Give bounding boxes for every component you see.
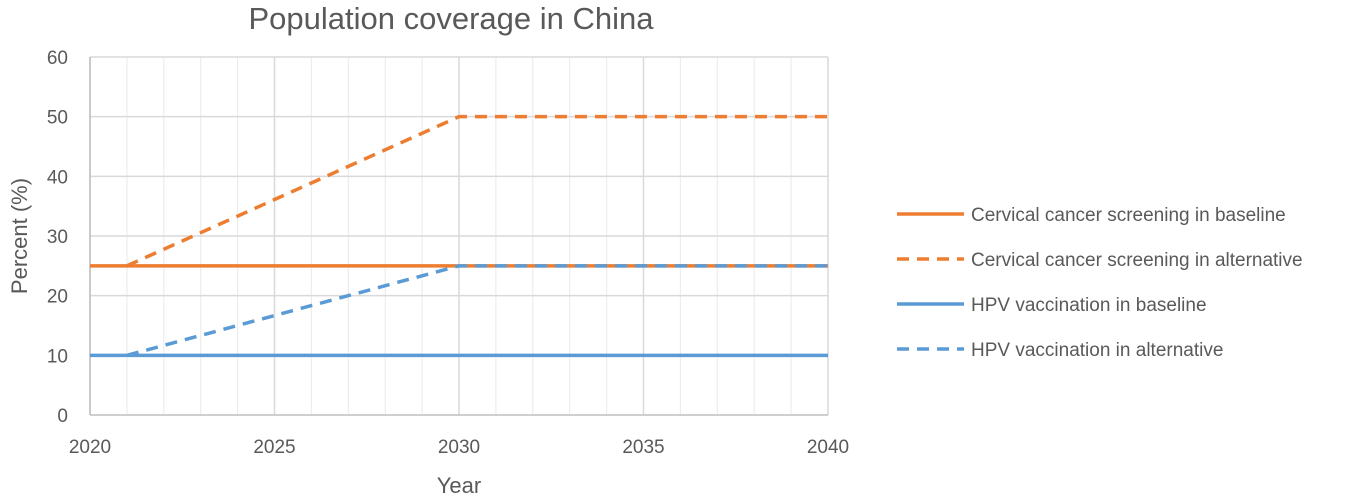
x-tick-label: 2040	[807, 437, 849, 458]
legend-entry-label: Cervical cancer screening in baseline	[971, 205, 1286, 226]
y-tick-label: 30	[47, 227, 68, 248]
series-line	[126, 114, 828, 268]
legend-entry-label: HPV vaccination in alternative	[971, 340, 1223, 361]
legend-entry-label: HPV vaccination in baseline	[971, 295, 1207, 316]
legend: Cervical cancer screening in baseline Cer…	[897, 205, 1303, 361]
legend-entry-label: Cervical cancer screening in alternative	[971, 250, 1303, 271]
x-axis-label: Year	[437, 473, 481, 498]
y-tick-label: 40	[47, 167, 68, 188]
x-tick-label: 2025	[253, 437, 295, 458]
series-lines	[90, 114, 828, 358]
gridlines	[89, 56, 829, 415]
y-tick-label: 20	[47, 287, 68, 308]
x-tick-label: 2035	[622, 437, 664, 458]
x-tick-label: 2020	[69, 437, 111, 458]
chart-title: Population coverage in China	[249, 1, 655, 36]
y-axis-label: Percent (%)	[7, 178, 32, 294]
x-tick-label: 2030	[438, 437, 480, 458]
y-tick-label: 10	[47, 346, 68, 367]
series-line	[126, 264, 828, 358]
y-tick-label: 50	[47, 108, 68, 129]
y-tick-label: 60	[47, 48, 68, 69]
y-tick-label: 0	[57, 406, 68, 427]
